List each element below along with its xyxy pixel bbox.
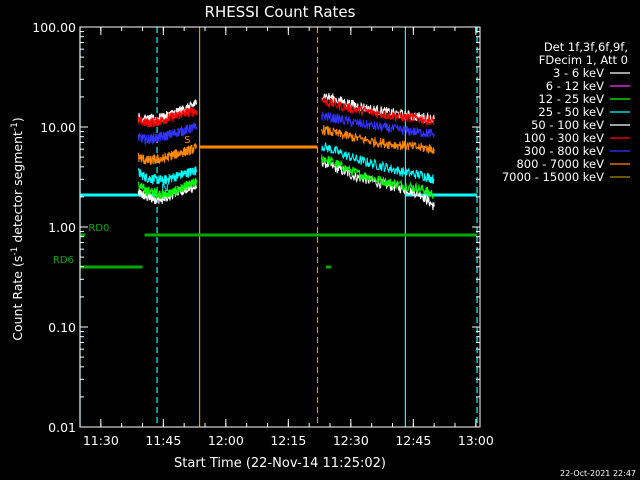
series-line <box>137 166 198 186</box>
state-bars: N S RD0 RD6 <box>53 135 478 269</box>
series-line <box>137 143 197 165</box>
state-bar-label: N <box>161 183 168 194</box>
legend-entry-label: 300 - 800 keV <box>524 144 604 158</box>
x-axis-label: Start Time (22-Nov-14 11:25:02) <box>174 456 386 471</box>
state-bar-label: S <box>184 135 190 146</box>
y-axis: 100.00 10.00 1.00 0.10 0.01 <box>32 20 480 435</box>
series-line <box>321 157 435 211</box>
x-tick-label: 11:45 <box>145 433 181 448</box>
legend-entry-label: 3 - 6 keV <box>553 66 604 80</box>
y-axis-label: Count Rate (s-1 detector segment-1) <box>10 117 25 341</box>
legend-entry-label: 6 - 12 keV <box>546 79 604 93</box>
x-axis: 11:30 11:45 12:00 12:15 12:30 12:45 13:00 <box>79 27 494 448</box>
series-line <box>321 111 435 139</box>
series-line <box>321 154 435 199</box>
series-line <box>321 96 435 126</box>
y-tick-label: 10.00 <box>40 120 76 135</box>
y-axis-label-sup2: -1 <box>10 122 20 131</box>
x-tick-label: 12:00 <box>208 433 244 448</box>
y-tick-label: 0.01 <box>48 420 76 435</box>
legend: Det 1f,3f,6f,9f,FDecim 1, Att 03 - 6 keV… <box>502 40 630 184</box>
chart-title: RHESSI Count Rates <box>205 3 356 21</box>
y-tick-label: 1.00 <box>48 220 76 235</box>
x-tick-label: 12:30 <box>333 433 369 448</box>
y-axis-label-tail: detector segment <box>10 131 25 247</box>
state-bar-label: RD0 <box>88 223 109 234</box>
series-line <box>321 142 435 184</box>
series-line <box>137 122 198 146</box>
legend-entry-label: 100 - 300 keV <box>524 131 604 145</box>
y-tick-label: 0.10 <box>48 320 76 335</box>
series-lines <box>137 92 435 211</box>
legend-entry-label: 7000 - 15000 keV <box>502 170 604 184</box>
y-axis-label-close: ) <box>10 117 25 122</box>
state-bar-label: RD6 <box>53 255 74 266</box>
series-line <box>321 125 435 155</box>
series-line <box>137 177 198 199</box>
y-axis-label-main: Count Rate (s <box>10 256 25 341</box>
legend-header: Det 1f,3f,6f,9f, <box>544 40 628 54</box>
legend-entry-label: 12 - 25 keV <box>538 92 604 106</box>
series-line <box>137 106 198 128</box>
x-tick-label: 12:15 <box>270 433 306 448</box>
x-tick-label: 13:00 <box>458 433 494 448</box>
x-tick-label: 12:45 <box>395 433 431 448</box>
legend-header: FDecim 1, Att 0 <box>539 53 628 67</box>
series-line <box>137 99 198 125</box>
legend-entry-label: 25 - 50 keV <box>538 105 604 119</box>
legend-entry-label: 800 - 7000 keV <box>516 157 604 171</box>
plot-timestamp: 22-Oct-2021 22:47 <box>560 469 636 478</box>
legend-entry-label: 50 - 100 keV <box>531 118 604 132</box>
y-tick-label: 100.00 <box>32 20 76 35</box>
y-axis-label-sup: -1 <box>10 247 20 256</box>
x-tick-label: 11:30 <box>83 433 119 448</box>
